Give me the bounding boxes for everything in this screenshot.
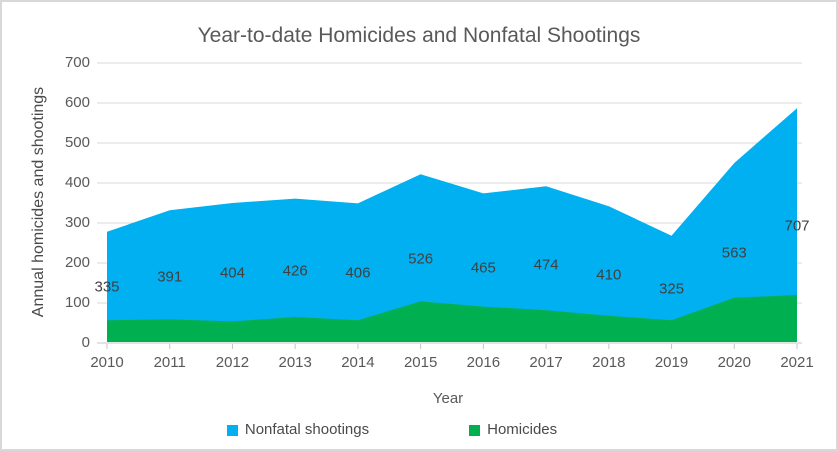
legend-entry-homicides: Homicides bbox=[469, 421, 557, 439]
data-label-2021: 707 bbox=[784, 217, 810, 235]
data-label-2017: 474 bbox=[533, 256, 559, 274]
x-tick-label-2016: 2016 bbox=[466, 354, 501, 371]
data-label-2010: 335 bbox=[94, 278, 120, 296]
data-label-2013: 426 bbox=[282, 262, 308, 280]
legend: Nonfatal shootings Homicides bbox=[2, 421, 809, 439]
x-tick-label-2017: 2017 bbox=[529, 354, 563, 371]
x-axis-title: Year bbox=[432, 390, 464, 407]
y-tick-label-0: 0 bbox=[81, 334, 90, 351]
x-tick-label-2012: 2012 bbox=[215, 354, 250, 371]
area-homicides bbox=[107, 295, 797, 342]
data-label-2016: 465 bbox=[470, 259, 496, 277]
legend-entry-nonfatal-shootings: Nonfatal shootings bbox=[226, 421, 370, 439]
y-tick-label-200: 200 bbox=[64, 254, 90, 271]
area-nonfatal-shootings bbox=[107, 108, 797, 342]
x-tick-label-2020: 2020 bbox=[717, 354, 751, 371]
legend-label: Homicides bbox=[487, 421, 558, 438]
data-label-2011: 391 bbox=[157, 268, 183, 286]
x-tick-label-2021: 2021 bbox=[780, 354, 814, 371]
y-tick-label-300: 300 bbox=[64, 214, 90, 231]
x-tick-label-2010: 2010 bbox=[90, 354, 124, 371]
data-label-2019: 325 bbox=[659, 280, 685, 298]
data-label-2012: 404 bbox=[219, 264, 245, 282]
y-tick-label-400: 400 bbox=[64, 174, 90, 191]
x-tick-label-2011: 2011 bbox=[153, 354, 186, 371]
data-label-2020: 563 bbox=[721, 244, 747, 262]
y-tick-label-500: 500 bbox=[64, 134, 90, 151]
data-label-2018: 410 bbox=[596, 266, 622, 284]
y-tick-label-100: 100 bbox=[64, 294, 90, 311]
y-tick-label-600: 600 bbox=[64, 94, 90, 111]
x-tick-label-2019: 2019 bbox=[654, 354, 689, 371]
y-tick-label-700: 700 bbox=[64, 54, 90, 71]
chart-title: Year-to-date Homicides and Nonfatal Shoo… bbox=[197, 24, 641, 47]
data-label-2014: 406 bbox=[345, 264, 371, 282]
legend-swatch-icon bbox=[226, 424, 238, 436]
data-label-2015: 526 bbox=[408, 250, 434, 268]
x-tick-label-2018: 2018 bbox=[592, 354, 626, 371]
x-tick-label-2015: 2015 bbox=[403, 354, 438, 371]
x-tick-label-2013: 2013 bbox=[278, 354, 312, 371]
legend-label: Nonfatal shootings bbox=[244, 421, 370, 438]
legend-swatch-icon bbox=[469, 424, 481, 436]
x-tick-label-2014: 2014 bbox=[341, 354, 375, 371]
